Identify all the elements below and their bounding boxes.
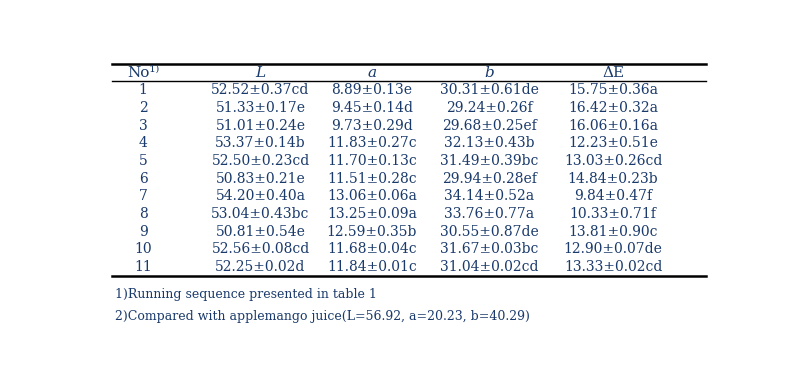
Text: 15.75±0.36a: 15.75±0.36a bbox=[568, 83, 658, 97]
Text: 13.81±0.90c: 13.81±0.90c bbox=[568, 225, 658, 239]
Text: 29.94±0.28ef: 29.94±0.28ef bbox=[442, 172, 537, 186]
Text: 52.52±0.37cd: 52.52±0.37cd bbox=[211, 83, 310, 97]
Text: 12.23±0.51e: 12.23±0.51e bbox=[568, 136, 658, 150]
Text: 11.83±0.27c: 11.83±0.27c bbox=[327, 136, 417, 150]
Text: No¹⁾: No¹⁾ bbox=[127, 65, 159, 80]
Text: 5: 5 bbox=[139, 154, 148, 168]
Text: 13.25±0.09a: 13.25±0.09a bbox=[327, 207, 417, 221]
Text: a: a bbox=[367, 65, 377, 80]
Text: ΔE: ΔE bbox=[602, 65, 624, 80]
Text: 50.81±0.54e: 50.81±0.54e bbox=[215, 225, 306, 239]
Text: 8.89±0.13e: 8.89±0.13e bbox=[331, 83, 413, 97]
Text: 53.04±0.43bc: 53.04±0.43bc bbox=[211, 207, 310, 221]
Text: 9.73±0.29d: 9.73±0.29d bbox=[331, 119, 413, 133]
Text: 31.67±0.03bc: 31.67±0.03bc bbox=[440, 242, 539, 257]
Text: 11.51±0.28c: 11.51±0.28c bbox=[327, 172, 417, 186]
Text: 31.04±0.02cd: 31.04±0.02cd bbox=[440, 260, 539, 274]
Text: 31.49±0.39bc: 31.49±0.39bc bbox=[440, 154, 539, 168]
Text: b: b bbox=[484, 65, 494, 80]
Text: 8: 8 bbox=[139, 207, 148, 221]
Text: 30.31±0.61de: 30.31±0.61de bbox=[440, 83, 539, 97]
Text: 30.55±0.87de: 30.55±0.87de bbox=[440, 225, 539, 239]
Text: 16.06±0.16a: 16.06±0.16a bbox=[568, 119, 658, 133]
Text: 16.42±0.32a: 16.42±0.32a bbox=[568, 101, 658, 115]
Text: 9.84±0.47f: 9.84±0.47f bbox=[574, 189, 652, 203]
Text: L: L bbox=[255, 65, 266, 80]
Text: 13.06±0.06a: 13.06±0.06a bbox=[327, 189, 417, 203]
Text: 10: 10 bbox=[134, 242, 152, 257]
Text: 13.33±0.02cd: 13.33±0.02cd bbox=[564, 260, 662, 274]
Text: 4: 4 bbox=[139, 136, 148, 150]
Text: 1)Running sequence presented in table 1: 1)Running sequence presented in table 1 bbox=[115, 288, 377, 301]
Text: 11: 11 bbox=[134, 260, 152, 274]
Text: 13.03±0.26cd: 13.03±0.26cd bbox=[564, 154, 662, 168]
Text: 6: 6 bbox=[139, 172, 148, 186]
Text: 12.59±0.35b: 12.59±0.35b bbox=[326, 225, 417, 239]
Text: 9: 9 bbox=[139, 225, 148, 239]
Text: 14.84±0.23b: 14.84±0.23b bbox=[567, 172, 658, 186]
Text: 7: 7 bbox=[139, 189, 148, 203]
Text: 9.45±0.14d: 9.45±0.14d bbox=[331, 101, 413, 115]
Text: 11.68±0.04c: 11.68±0.04c bbox=[327, 242, 417, 257]
Text: 52.56±0.08cd: 52.56±0.08cd bbox=[211, 242, 310, 257]
Text: 54.20±0.40a: 54.20±0.40a bbox=[215, 189, 306, 203]
Text: 1: 1 bbox=[139, 83, 148, 97]
Text: 53.37±0.14b: 53.37±0.14b bbox=[215, 136, 306, 150]
Text: 50.83±0.21e: 50.83±0.21e bbox=[215, 172, 306, 186]
Text: 2)Compared with applemango juice(L=56.92, a=20.23, b=40.29): 2)Compared with applemango juice(L=56.92… bbox=[115, 310, 530, 323]
Text: 29.68±0.25ef: 29.68±0.25ef bbox=[442, 119, 537, 133]
Text: 12.90±0.07de: 12.90±0.07de bbox=[563, 242, 662, 257]
Text: 33.76±0.77a: 33.76±0.77a bbox=[444, 207, 535, 221]
Text: 32.13±0.43b: 32.13±0.43b bbox=[444, 136, 535, 150]
Text: 11.70±0.13c: 11.70±0.13c bbox=[327, 154, 417, 168]
Text: 52.50±0.23cd: 52.50±0.23cd bbox=[211, 154, 310, 168]
Text: 34.14±0.52a: 34.14±0.52a bbox=[444, 189, 535, 203]
Text: 10.33±0.71f: 10.33±0.71f bbox=[570, 207, 657, 221]
Text: 11.84±0.01c: 11.84±0.01c bbox=[327, 260, 417, 274]
Text: 52.25±0.02d: 52.25±0.02d bbox=[215, 260, 306, 274]
Text: 51.01±0.24e: 51.01±0.24e bbox=[215, 119, 306, 133]
Text: 2: 2 bbox=[139, 101, 148, 115]
Text: 3: 3 bbox=[139, 119, 148, 133]
Text: 29.24±0.26f: 29.24±0.26f bbox=[446, 101, 533, 115]
Text: 51.33±0.17e: 51.33±0.17e bbox=[215, 101, 306, 115]
